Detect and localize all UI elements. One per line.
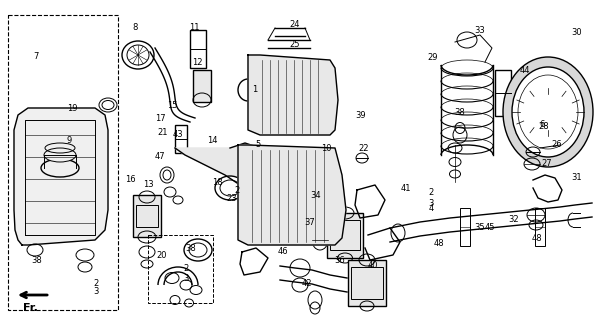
Ellipse shape <box>102 100 114 109</box>
Text: 47: 47 <box>155 152 165 161</box>
Text: 38: 38 <box>185 244 196 252</box>
Text: 14: 14 <box>207 136 218 145</box>
Text: 12: 12 <box>192 58 203 67</box>
Text: 20: 20 <box>156 252 167 260</box>
Text: 4: 4 <box>429 204 434 212</box>
Bar <box>8 15 118 310</box>
Text: 3: 3 <box>429 199 434 208</box>
Text: 3: 3 <box>93 287 98 296</box>
Text: 2: 2 <box>183 264 188 273</box>
Text: 37: 37 <box>304 218 315 227</box>
Text: 6: 6 <box>540 120 544 129</box>
Bar <box>348 260 386 306</box>
Bar <box>193 70 211 102</box>
Text: 2: 2 <box>429 188 434 196</box>
Text: 36: 36 <box>334 256 345 265</box>
Ellipse shape <box>238 79 258 101</box>
Text: 2: 2 <box>234 186 239 195</box>
Text: 21: 21 <box>158 128 168 137</box>
Ellipse shape <box>512 67 584 157</box>
Text: 18: 18 <box>212 178 223 187</box>
Polygon shape <box>175 143 265 185</box>
Text: 7: 7 <box>34 52 38 60</box>
Text: 43: 43 <box>173 130 183 139</box>
Text: 34: 34 <box>310 191 321 200</box>
Text: 33: 33 <box>474 26 485 35</box>
Ellipse shape <box>184 239 212 261</box>
Text: 17: 17 <box>155 114 166 123</box>
Text: 9: 9 <box>66 136 71 145</box>
Bar <box>460 208 470 246</box>
Text: 11: 11 <box>189 23 200 32</box>
Polygon shape <box>248 55 338 135</box>
Bar <box>330 220 360 250</box>
Text: 38: 38 <box>32 256 43 265</box>
Text: 48: 48 <box>434 239 444 248</box>
Text: 30: 30 <box>571 28 582 36</box>
Text: 24: 24 <box>289 20 300 28</box>
Ellipse shape <box>44 148 76 162</box>
Text: 38: 38 <box>454 108 465 116</box>
Bar <box>351 267 383 299</box>
Bar <box>495 70 511 116</box>
Text: 3: 3 <box>183 274 188 283</box>
Text: 28: 28 <box>539 122 549 131</box>
Text: 46: 46 <box>277 247 288 256</box>
Bar <box>327 213 363 258</box>
Bar <box>136 205 158 227</box>
Text: 5: 5 <box>255 140 260 148</box>
Text: Fr.: Fr. <box>23 303 37 313</box>
Text: 31: 31 <box>571 173 582 182</box>
Text: 26: 26 <box>552 140 562 148</box>
Text: 39: 39 <box>355 111 366 120</box>
Bar <box>133 195 161 237</box>
Ellipse shape <box>503 57 593 167</box>
Polygon shape <box>14 108 108 245</box>
Text: 16: 16 <box>125 175 136 184</box>
Ellipse shape <box>41 159 79 177</box>
Text: 8: 8 <box>132 23 137 32</box>
Bar <box>535 208 545 246</box>
Text: 19: 19 <box>66 104 77 113</box>
Text: 41: 41 <box>400 184 411 193</box>
Text: 44: 44 <box>520 66 531 75</box>
Polygon shape <box>238 145 346 245</box>
Text: 15: 15 <box>167 101 177 110</box>
Text: 13: 13 <box>143 180 154 188</box>
Text: 22: 22 <box>358 144 369 153</box>
Text: 10: 10 <box>321 144 332 153</box>
Bar <box>148 235 213 303</box>
Text: 35: 35 <box>474 223 485 232</box>
Text: 48: 48 <box>532 234 543 243</box>
Text: 40: 40 <box>367 261 378 270</box>
Text: 45: 45 <box>484 223 495 232</box>
Text: 2: 2 <box>93 279 98 288</box>
Text: 1: 1 <box>252 85 257 94</box>
Text: 27: 27 <box>541 159 552 168</box>
Text: 25: 25 <box>289 40 300 49</box>
Ellipse shape <box>122 41 154 69</box>
Ellipse shape <box>215 176 245 200</box>
Text: 42: 42 <box>302 279 313 288</box>
Text: 29: 29 <box>427 53 438 62</box>
Text: 32: 32 <box>508 215 519 224</box>
Text: 23: 23 <box>226 194 237 203</box>
Bar <box>190 30 206 68</box>
Bar <box>175 125 187 153</box>
